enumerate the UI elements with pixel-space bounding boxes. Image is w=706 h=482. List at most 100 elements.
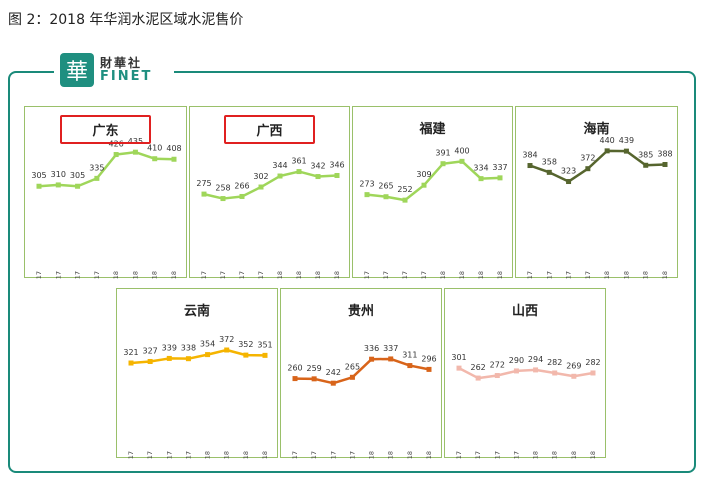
tick-label: 1Q18 [603,271,611,279]
data-point [349,374,355,380]
chart-svg-guizhou: 260 259 242 265 336 337 311 296 1Q17 2Q17 3Q17 4Q17… [287,344,436,459]
data-label: 351 [257,340,272,349]
data-point [220,196,226,202]
data-point [55,182,61,188]
finet-logo: 華 財華社 FINET [54,47,174,93]
data-label: 384 [522,151,537,160]
tick-label: 3Q17 [565,271,573,279]
data-point [277,173,283,179]
data-point [147,358,153,364]
tick-label: 2Q18 [223,451,231,459]
tick-label: 2Q18 [551,451,559,459]
data-point [407,363,413,369]
data-point [426,366,432,372]
data-label: 385 [638,150,653,159]
tick-label: 1Q17 [127,451,135,459]
tick-label: 2Q18 [458,271,466,279]
tick-label: 4Q17 [257,271,265,279]
series-line [203,170,338,200]
tick-label: 1Q18 [532,451,540,459]
tick-label: 4Q17 [420,271,428,279]
data-point [296,169,302,175]
tick-label: 2Q18 [131,271,139,279]
data-label: 273 [359,180,374,189]
tick-label: 4Q17 [512,451,520,459]
data-point [662,161,668,167]
panel-fujian: 273 265 252 309 391 400 334 337 1Q17 2Q17 3Q17 4Q17… [352,106,513,279]
panel-title-guangdong: 广东 [25,115,186,144]
data-label: 309 [416,170,431,179]
data-point [497,175,503,181]
panel-title-shanxi: 山西 [445,297,605,322]
data-point [383,194,389,200]
series-line [294,357,430,385]
data-label: 259 [307,364,322,373]
series-line [366,160,501,202]
data-point [552,370,558,376]
data-point [643,162,649,168]
data-point [478,176,484,182]
data-label: 435 [128,137,143,146]
tick-label: 3Q17 [74,271,82,279]
data-point [239,193,245,199]
tick-label: 2Q17 [219,271,227,279]
data-label: 258 [215,184,230,193]
data-point [334,172,340,178]
data-point [456,365,462,371]
data-label: 335 [89,163,104,172]
data-point [185,356,191,362]
data-point [440,161,446,167]
tick-label: 2Q17 [382,271,390,279]
data-point [128,360,134,366]
series-line [529,149,666,183]
data-point [262,352,268,358]
tick-label: 2Q17 [545,271,553,279]
chart-svg-guangxi: 275 258 266 302 344 361 342 346 1Q17 2Q17 3Q17 4Q17… [196,157,344,279]
data-label: 242 [326,368,341,377]
series-line [130,348,266,365]
panel-guangdong: 305 310 305 335 426 435 410 408 1Q17 2Q17 3Q17 4Q17… [24,106,187,279]
data-point [315,174,321,180]
data-point [205,352,211,358]
data-point [113,152,119,158]
data-point [513,368,519,374]
data-point [369,356,375,362]
tick-label: 3Q18 [642,271,650,279]
panel-title-yunnan: 云南 [117,297,277,322]
tick-label: 1Q17 [200,271,208,279]
tick-label: 3Q18 [242,451,250,459]
chart-svg-hainan: 384 358 323 372 440 439 385 388 1Q17 2Q17 3Q17 4Q17… [522,136,672,279]
data-point [152,156,158,162]
logo-mark: 華 [60,53,94,87]
panel-hainan: 384 358 323 372 440 439 385 388 1Q17 2Q17 3Q17 4Q17… [515,106,678,279]
tick-label: 1Q17 [526,271,534,279]
tick-label: 2Q17 [474,451,482,459]
data-point [421,182,427,188]
tick-label: 3Q18 [151,271,159,279]
data-label: 302 [253,172,268,181]
tick-label: 4Q18 [261,451,269,459]
tick-label: 1Q18 [439,271,447,279]
data-label: 426 [109,140,124,149]
data-point [75,183,81,189]
data-label: 311 [402,351,417,360]
data-point [571,373,577,379]
data-point [546,169,552,175]
tick-label: 2Q18 [622,271,630,279]
data-point [36,183,42,189]
data-point [292,376,298,382]
tick-label: 2Q17 [54,271,62,279]
region-label: 广东 [60,115,151,144]
tick-label: 3Q18 [406,451,414,459]
data-label: 400 [454,146,469,155]
data-label: 321 [123,348,138,357]
data-point [94,175,100,181]
data-label: 265 [378,182,393,191]
data-label: 282 [585,358,600,367]
data-label: 275 [196,179,211,188]
data-label: 391 [435,149,450,158]
data-point [224,347,230,353]
data-label: 346 [329,160,344,169]
tick-label: 2Q17 [146,451,154,459]
tick-label: 3Q17 [401,271,409,279]
